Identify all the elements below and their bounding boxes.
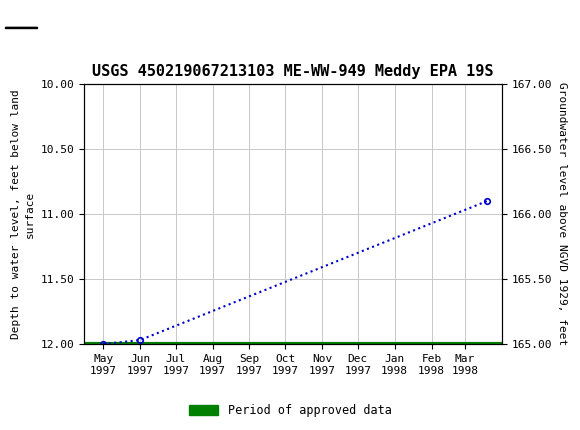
Y-axis label: Groundwater level above NGVD 1929, feet: Groundwater level above NGVD 1929, feet	[557, 82, 567, 346]
Title: USGS 450219067213103 ME-WW-949 Meddy EPA 19S: USGS 450219067213103 ME-WW-949 Meddy EPA…	[92, 64, 494, 79]
Y-axis label: Depth to water level, feet below land
surface: Depth to water level, feet below land su…	[11, 89, 35, 339]
FancyBboxPatch shape	[5, 27, 21, 28]
FancyBboxPatch shape	[21, 27, 37, 28]
Text: USGS: USGS	[44, 7, 87, 25]
Legend: Period of approved data: Period of approved data	[184, 399, 396, 422]
